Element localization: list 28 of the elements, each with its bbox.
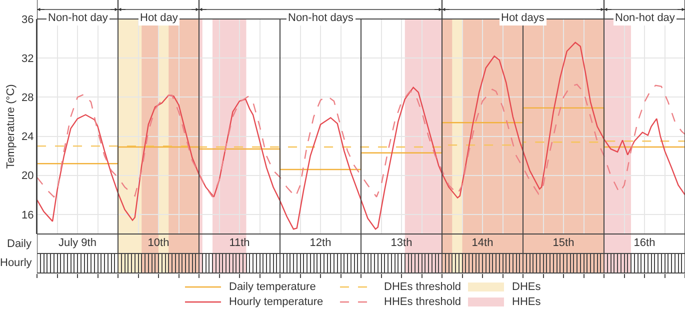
y-axis-title: Temperature (°C)	[5, 84, 18, 169]
annotation: Hot days	[501, 12, 545, 24]
legend-label: Hourly temperature	[229, 296, 324, 308]
text: Daily	[7, 238, 32, 250]
x-tick-label: 10th	[148, 237, 170, 249]
x-tick-label: 14th	[472, 237, 494, 249]
y-tick-label: 36	[22, 14, 34, 26]
y-tick-label: 20	[22, 170, 34, 182]
text: Hourly	[0, 257, 32, 269]
annotation: Hot day	[140, 12, 178, 24]
y-tick-label: 16	[22, 209, 34, 222]
legend-label: HHEs	[512, 296, 542, 308]
x-tick-label: 16th	[634, 237, 656, 249]
x-tick-label: 15th	[552, 237, 574, 249]
legend-label: DHEs threshold	[384, 281, 462, 293]
annotation: Non-hot day	[48, 12, 108, 24]
y-tick-label: 28	[22, 92, 34, 104]
legend-label: HHEs threshold	[384, 296, 462, 308]
x-tick-label: 11th	[229, 237, 250, 249]
legend-label: DHEs	[512, 281, 542, 293]
legend-label: Daily temperature	[229, 281, 316, 293]
x-tick-label: 12th	[310, 237, 332, 249]
x-tick-label: 13th	[390, 237, 412, 249]
x-tick-label: July 9th	[58, 237, 96, 249]
annotation: Non-hot day	[615, 12, 676, 24]
y-tick-label: 32	[22, 52, 34, 65]
y-tick-label: 24	[22, 131, 34, 144]
annotation: Non-hot days	[288, 12, 354, 24]
